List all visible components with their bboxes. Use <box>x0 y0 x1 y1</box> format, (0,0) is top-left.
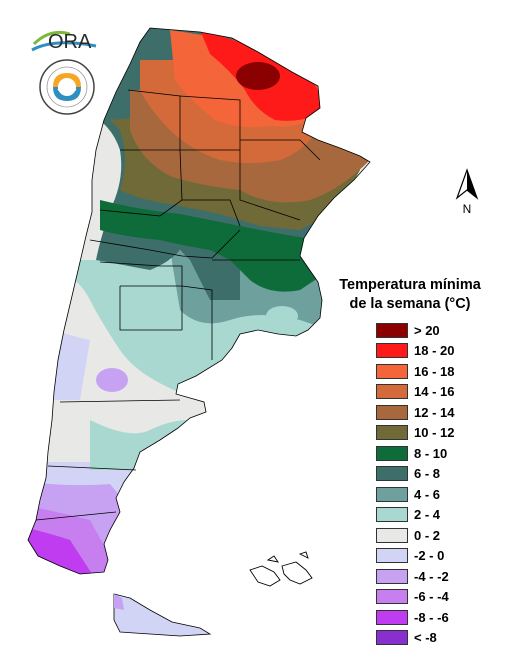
legend-swatch <box>376 548 408 564</box>
legend-label: 6 - 8 <box>414 466 441 482</box>
legend-label: 16 - 18 <box>414 363 455 379</box>
legend-title: Temperatura mínima de la semana (°C) <box>320 276 500 314</box>
ora-logo: ORA <box>30 24 100 58</box>
legend-list: > 20 18 - 20 16 - 18 14 - 16 12 - 14 10 - 12 8… <box>376 320 454 648</box>
legend-label: -6 - -4 <box>414 589 449 605</box>
legend-swatch <box>376 425 408 441</box>
legend-label: -2 - 0 <box>414 548 445 564</box>
legend-swatch <box>376 466 408 482</box>
legend-item: 18 - 20 <box>376 341 454 362</box>
legend-swatch <box>376 404 408 420</box>
legend-title-line2: de la semana (°C) <box>349 296 471 312</box>
legend-swatch <box>376 527 408 543</box>
legend-label: 10 - 12 <box>414 425 455 441</box>
legend-item: 2 - 4 <box>376 505 454 526</box>
legend-label: -4 - -2 <box>414 568 449 584</box>
legend-swatch <box>376 384 408 400</box>
province-borders <box>27 27 371 575</box>
legend-label: 0 - 2 <box>414 527 441 543</box>
legend-label: 8 - 10 <box>414 445 448 461</box>
legend-item: -6 - -4 <box>376 587 454 608</box>
legend-label: 2 - 4 <box>414 507 441 523</box>
legend-swatch <box>376 445 408 461</box>
legend-item: 16 - 18 <box>376 361 454 382</box>
legend-swatch <box>376 486 408 502</box>
svg-text:ORA: ORA <box>48 31 92 53</box>
legend-swatch <box>376 568 408 584</box>
malvinas-islands <box>249 551 313 587</box>
legend-swatch <box>376 609 408 625</box>
legend-item: -8 - -6 <box>376 607 454 628</box>
legend-item: < -8 <box>376 628 454 649</box>
legend-swatch <box>376 630 408 646</box>
north-arrow: N <box>452 168 482 220</box>
legend-label: < -8 <box>414 630 437 646</box>
legend-swatch <box>376 343 408 359</box>
legend: Temperatura mínima de la semana (°C) > 2… <box>320 276 500 646</box>
legend-label: 12 - 14 <box>414 404 455 420</box>
legend-item: -2 - 0 <box>376 546 454 567</box>
legend-item: > 20 <box>376 320 454 341</box>
legend-label: -8 - -6 <box>414 609 449 625</box>
north-arrow-icon <box>455 168 479 200</box>
legend-item: 8 - 10 <box>376 443 454 464</box>
legend-swatch <box>376 589 408 605</box>
legend-label: 14 - 16 <box>414 384 455 400</box>
legend-label: 4 - 6 <box>414 486 441 502</box>
legend-title-line1: Temperatura mínima <box>339 277 481 293</box>
legend-item: -4 - -2 <box>376 566 454 587</box>
tierra-del-fuego <box>113 593 212 637</box>
legend-item: 4 - 6 <box>376 484 454 505</box>
legend-item: 0 - 2 <box>376 525 454 546</box>
north-label: N <box>462 202 472 216</box>
legend-label: 18 - 20 <box>414 343 455 359</box>
legend-swatch <box>376 363 408 379</box>
legend-item: 10 - 12 <box>376 423 454 444</box>
legend-item: 6 - 8 <box>376 464 454 485</box>
legend-swatch <box>376 507 408 523</box>
institution-seal <box>38 58 96 116</box>
legend-item: 14 - 16 <box>376 382 454 403</box>
legend-item: 12 - 14 <box>376 402 454 423</box>
legend-label: > 20 <box>414 322 440 338</box>
legend-swatch <box>376 322 408 338</box>
